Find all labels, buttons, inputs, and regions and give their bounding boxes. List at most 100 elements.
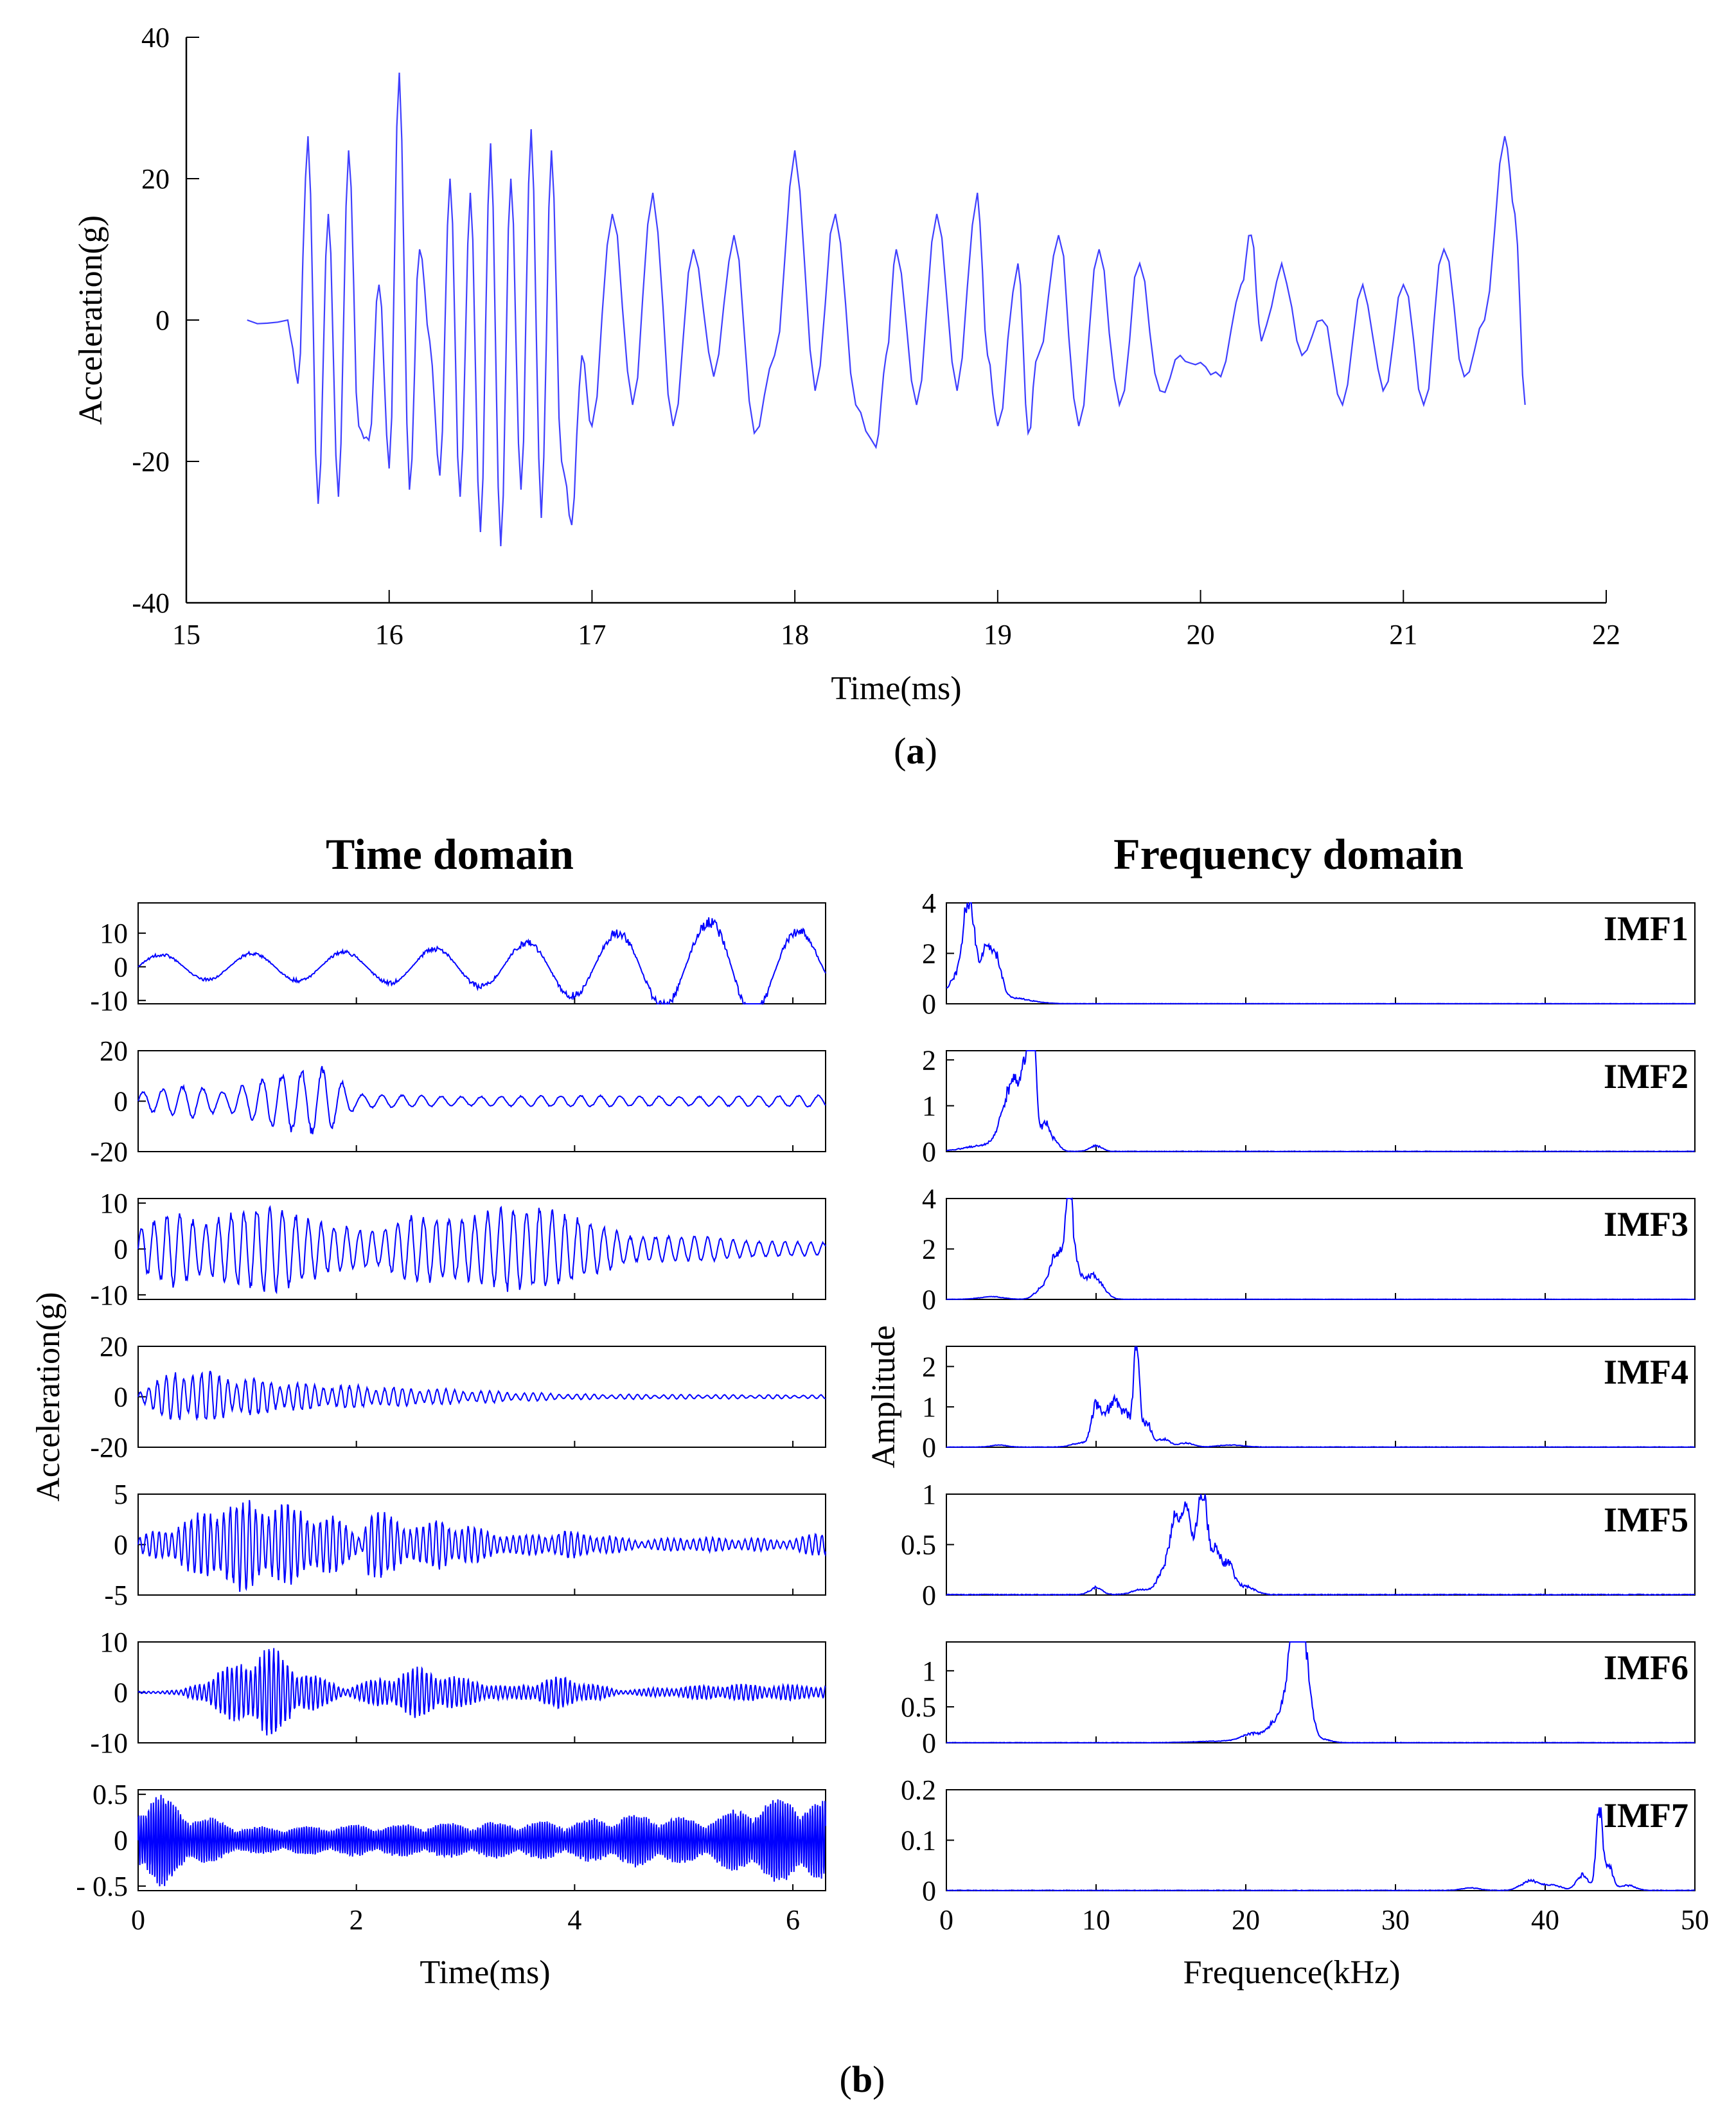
- y-tick-label: 1: [922, 1655, 936, 1687]
- x-tick-label: 18: [781, 619, 809, 650]
- y-tick-label: -20: [132, 446, 170, 477]
- x-tick-label: 20: [1187, 619, 1215, 650]
- y-tick-label: 2: [922, 938, 936, 970]
- y-tick-label: 5: [114, 1479, 128, 1510]
- y-tick-label: 1: [922, 1391, 936, 1423]
- time-subplot-imf1: 100-10: [90, 902, 826, 1017]
- freq-subplot-imf6: 0 0.5 1 IMF6: [901, 1641, 1696, 1759]
- imf-label: IMF5: [1604, 1501, 1688, 1539]
- y-tick-label: 0.2: [901, 1774, 936, 1806]
- time-domain-title: Time domain: [326, 830, 574, 878]
- x-tick-label: 16: [375, 619, 403, 650]
- y-tick-label: 40: [141, 22, 170, 53]
- time-subplot-imf7: 0.50- 0.50 2 4 6: [76, 1779, 826, 1936]
- y-tick-label: 4: [922, 887, 936, 919]
- time-series-line: [137, 1794, 826, 1887]
- y-tick-label: 10: [100, 1627, 128, 1658]
- spectrum-line: [946, 1807, 1696, 1892]
- y-tick-label: -10: [90, 985, 128, 1017]
- y-tick-label: 0: [114, 1677, 128, 1709]
- freq-x-axis-label: Frequence(kHz): [1183, 1954, 1401, 1991]
- x-tick-label: 0: [131, 1904, 145, 1936]
- x-tick-label: 17: [578, 619, 606, 650]
- spectrum-line: [946, 1050, 1696, 1153]
- time-subplot-imf2: 20 0 -20: [90, 1035, 826, 1168]
- time-subplot-imf5: 5 0 -5: [104, 1479, 826, 1611]
- spectrum-line: [946, 1197, 1696, 1301]
- time-series-line: [137, 1500, 826, 1592]
- time-series-line: [137, 1648, 826, 1736]
- y-tick-label: 2: [922, 1044, 936, 1076]
- imf-label: IMF6: [1604, 1648, 1688, 1687]
- x-tick-label: 40: [1531, 1904, 1559, 1936]
- y-tick-label: 0: [114, 1529, 128, 1561]
- freq-axes-box: [946, 902, 1696, 1004]
- y-tick-label: -5: [104, 1580, 128, 1611]
- x-tick-label: 0: [939, 1904, 953, 1936]
- freq-axes-box: [946, 1789, 1696, 1891]
- y-tick-label: 10: [100, 1188, 128, 1219]
- y-tick-label: 0: [114, 1825, 128, 1857]
- caption-b: (b): [840, 2058, 885, 2100]
- imf-label: IMF7: [1604, 1796, 1688, 1835]
- y-tick-label: 2: [922, 1351, 936, 1382]
- time-series-line: [137, 1065, 826, 1135]
- x-tick-label: 50: [1681, 1904, 1709, 1936]
- y-tick-label: 0.1: [901, 1825, 936, 1857]
- frequency-domain-title: Frequency domain: [1113, 830, 1464, 878]
- time-series-line: [137, 1370, 826, 1422]
- y-tick-label: 0.5: [901, 1529, 936, 1561]
- time-series-line: [137, 1205, 826, 1295]
- x-tick-label: 2: [350, 1904, 364, 1936]
- x-tick-label: 22: [1592, 619, 1620, 650]
- y-tick-label: 0: [922, 1727, 936, 1759]
- x-tick-label: 30: [1381, 1904, 1410, 1936]
- time-axes-box: [137, 1641, 826, 1743]
- caption-a: (a): [894, 730, 937, 772]
- freq-subplot-imf2: 0 1 2 IMF2: [922, 1044, 1696, 1168]
- y-tick-label: -10: [90, 1727, 128, 1759]
- freq-axes-box: [946, 1050, 1696, 1152]
- y-tick-label: -20: [90, 1136, 128, 1168]
- x-tick-label: 10: [1082, 1904, 1110, 1936]
- y-tick-label: 0: [114, 1382, 128, 1413]
- y-tick-label: 4: [922, 1183, 936, 1215]
- spectrum-line: [946, 1641, 1695, 1744]
- y-tick-label: 1: [922, 1479, 936, 1510]
- time-y-axis-label: Acceleration(g): [30, 1292, 67, 1501]
- spectrum-line: [946, 902, 1696, 1005]
- y-tick-label: 0: [922, 988, 936, 1020]
- freq-subplot-imf1: 0 2 4 IMF1: [922, 887, 1696, 1020]
- y-tick-label: 1: [922, 1091, 936, 1122]
- y-tick-label: 0.5: [93, 1779, 128, 1810]
- y-tick-label: 20: [100, 1331, 128, 1362]
- y-tick-label: 0: [922, 1432, 936, 1463]
- time-subplot-imf3: 10 0 -10: [90, 1188, 826, 1311]
- freq-y-axis-label: Amplitude: [865, 1325, 902, 1468]
- y-tick-label: -20: [90, 1432, 128, 1463]
- y-tick-label: 0: [114, 1086, 128, 1118]
- freq-axes-box: [946, 1493, 1696, 1596]
- x-tick-label: 4: [567, 1904, 581, 1936]
- y-tick-label: 20: [100, 1035, 128, 1067]
- imf-label: IMF4: [1604, 1353, 1688, 1391]
- y-tick-label: 0: [114, 1234, 128, 1265]
- imf-label: IMF2: [1604, 1057, 1688, 1096]
- y-tick-label: -40: [132, 587, 170, 619]
- acceleration-line: [247, 72, 1526, 547]
- x-tick-label: 15: [172, 619, 200, 650]
- freq-axes-box: [946, 1641, 1696, 1743]
- y-tick-label: - 0.5: [76, 1871, 128, 1902]
- freq-axes-box: [946, 1198, 1696, 1300]
- x-tick-label: 20: [1232, 1904, 1260, 1936]
- freq-subplot-imf4: 0 1 2 IMF4: [922, 1346, 1696, 1463]
- time-x-axis-label: Time(ms): [420, 1954, 550, 1991]
- x-tick-label: 6: [786, 1904, 800, 1936]
- y-tick-label: 20: [141, 163, 170, 195]
- x-tick-label: 19: [984, 619, 1012, 650]
- y-tick-label: 0.5: [901, 1691, 936, 1723]
- imf-label: IMF3: [1604, 1205, 1688, 1244]
- freq-subplot-imf7: 0 0.1 0.2 0 10 20 30 40 50 IMF7: [901, 1774, 1709, 1936]
